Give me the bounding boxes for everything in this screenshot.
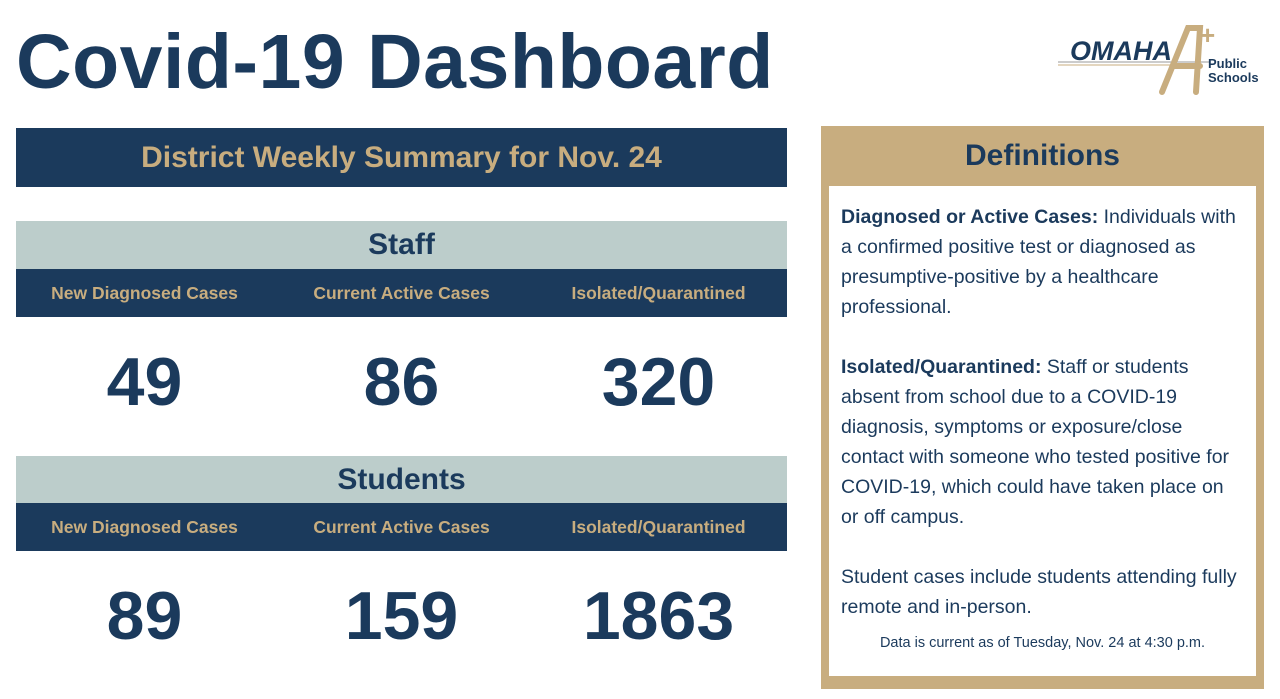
- students-section-title: Students: [16, 456, 787, 504]
- data-current-footnote: Data is current as of Tuesday, Nov. 24 a…: [879, 635, 1206, 651]
- omaha-public-schools-logo: OMAHA + Public Schools: [1050, 14, 1270, 98]
- students-values: 89 159 1863: [16, 576, 787, 656]
- definitions-title: Definitions: [965, 139, 1120, 172]
- students-new-diagnosed-value: 89: [106, 578, 183, 654]
- definition-term: Diagnosed or Active Cases:: [841, 206, 1099, 228]
- staff-col-new-diagnosed: New Diagnosed Cases: [51, 282, 238, 303]
- staff-col-current-active: Current Active Cases: [313, 282, 490, 303]
- weekly-summary-banner: District Weekly Summary for Nov. 24: [16, 128, 787, 187]
- staff-isolated-value: 320: [601, 344, 716, 420]
- definitions-body: Diagnosed or Active Cases: Individuals w…: [829, 186, 1256, 676]
- students-column-headers: New Diagnosed Cases Current Active Cases…: [16, 503, 787, 551]
- logo-plus: +: [1200, 20, 1215, 50]
- definition-term: Isolated/Quarantined:: [841, 356, 1042, 378]
- students-isolated-value: 1863: [582, 578, 735, 654]
- logo-sub-public: Public: [1208, 56, 1247, 71]
- logo-sub-schools: Schools: [1208, 70, 1259, 85]
- staff-current-active-value: 86: [363, 344, 440, 420]
- page-title: Covid-19 Dashboard: [16, 19, 774, 105]
- logo-wordmark: OMAHA: [1070, 36, 1172, 66]
- staff-values: 49 86 320: [16, 342, 787, 422]
- students-col-new-diagnosed: New Diagnosed Cases: [51, 516, 238, 537]
- staff-column-headers: New Diagnosed Cases Current Active Cases…: [16, 269, 787, 317]
- students-current-active-value: 159: [344, 578, 459, 654]
- student-cases-note: Student cases include students attending…: [841, 566, 1237, 618]
- definitions-panel: Definitions Diagnosed or Active Cases: I…: [821, 126, 1264, 689]
- definition-text: Individuals with a confirmed positive te…: [841, 206, 1236, 318]
- students-col-current-active: Current Active Cases: [313, 516, 490, 537]
- staff-col-isolated: Isolated/Quarantined: [571, 282, 746, 303]
- definition-diagnosed: Diagnosed or Active Cases: Individuals w…: [841, 202, 1244, 322]
- definition-isolated: Isolated/Quarantined: Staff or students …: [841, 352, 1244, 532]
- students-col-isolated: Isolated/Quarantined: [571, 516, 746, 537]
- staff-new-diagnosed-value: 49: [106, 344, 183, 420]
- staff-section-title: Staff: [16, 221, 787, 269]
- definition-text: Staff or students absent from school due…: [841, 356, 1230, 528]
